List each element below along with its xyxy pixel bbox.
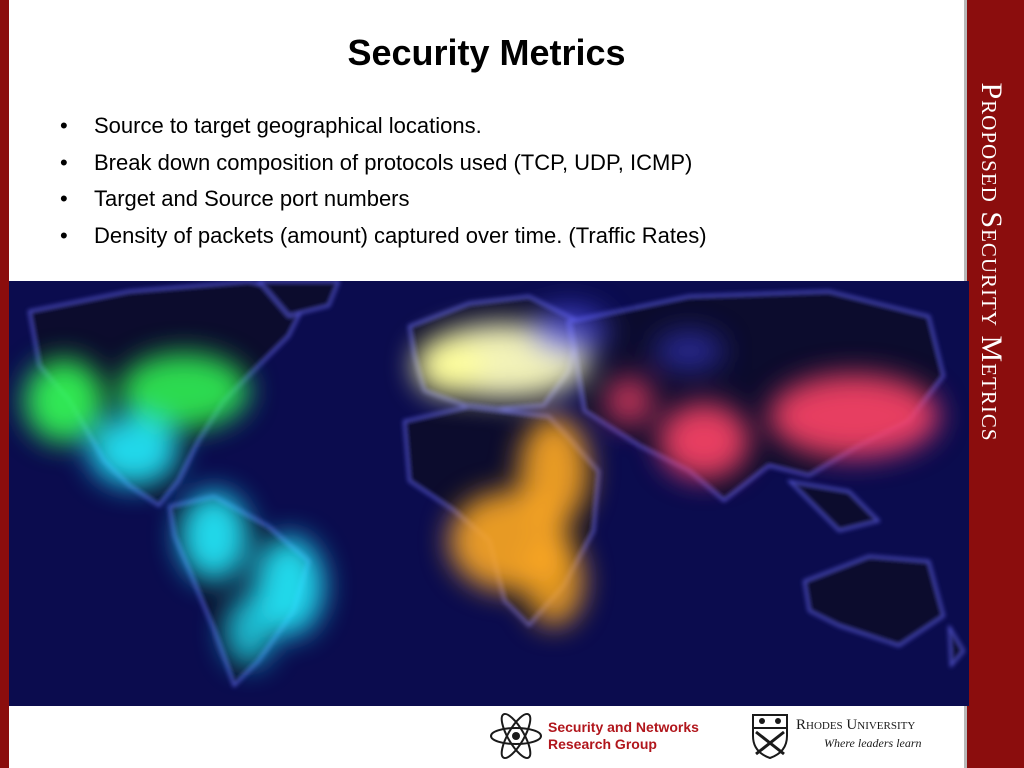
world-map-graphic — [9, 281, 969, 706]
university-crest-icon — [752, 714, 788, 760]
left-border-bar — [0, 0, 9, 768]
research-group-name: Security and Networks Research Group — [548, 719, 699, 753]
vertical-section-title: Proposed Security Metrics — [975, 82, 1008, 442]
bullet-list: Source to target geographical locations.… — [60, 108, 707, 254]
traffic-heat-blobs — [24, 306, 939, 666]
world-traffic-map — [9, 281, 969, 706]
bullet-item: Break down composition of protocols used… — [60, 145, 707, 182]
slide-title: Security Metrics — [347, 32, 626, 73]
group-name-line2: Research Group — [548, 736, 657, 752]
group-name-line1: Security and Networks — [548, 719, 699, 735]
bullet-item: Target and Source port numbers — [60, 181, 707, 218]
university-name: Rhodes University — [796, 717, 916, 733]
rhodes-university-logo: Rhodes University Where leaders learn — [750, 712, 950, 760]
atom-icon — [490, 712, 542, 760]
snrg-logo: Security and Networks Research Group — [488, 712, 733, 760]
bullet-item: Source to target geographical locations. — [60, 108, 707, 145]
university-motto: Where leaders learn — [824, 736, 922, 750]
bullet-item: Density of packets (amount) captured ove… — [60, 218, 707, 255]
